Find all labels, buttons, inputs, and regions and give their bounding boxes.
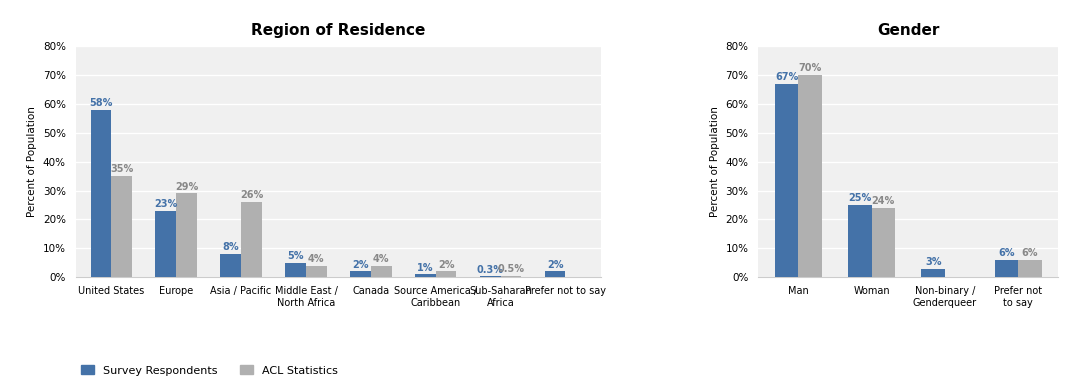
Bar — [1018, 260, 1041, 277]
Bar — [111, 176, 132, 277]
Text: 4%: 4% — [373, 254, 390, 264]
Bar — [544, 271, 566, 277]
Bar — [775, 84, 798, 277]
Bar — [306, 266, 327, 277]
Bar — [370, 266, 392, 277]
Text: 24%: 24% — [872, 196, 895, 206]
Text: 4%: 4% — [308, 254, 325, 264]
Bar — [501, 276, 522, 277]
Title: Region of Residence: Region of Residence — [252, 23, 426, 38]
Bar — [220, 254, 241, 277]
Bar — [241, 202, 261, 277]
Text: 2%: 2% — [352, 260, 368, 269]
Bar — [285, 263, 306, 277]
Text: 8%: 8% — [222, 243, 239, 253]
Bar — [848, 205, 872, 277]
Text: 23%: 23% — [154, 199, 177, 209]
Bar — [91, 110, 111, 277]
Text: 26%: 26% — [240, 191, 264, 200]
Text: 6%: 6% — [1022, 248, 1038, 258]
Bar — [798, 75, 822, 277]
Bar — [872, 208, 895, 277]
Text: 25%: 25% — [848, 193, 872, 203]
Text: 35%: 35% — [110, 164, 133, 174]
Text: 2%: 2% — [546, 260, 564, 269]
Text: 67%: 67% — [775, 72, 798, 82]
Bar — [435, 271, 457, 277]
Bar — [350, 271, 370, 277]
Bar — [995, 260, 1018, 277]
Bar — [415, 274, 435, 277]
Text: 70%: 70% — [798, 64, 822, 73]
Text: 6%: 6% — [998, 248, 1014, 258]
Bar — [480, 276, 501, 277]
Text: 3%: 3% — [924, 257, 942, 267]
Y-axis label: Percent of Population: Percent of Population — [27, 106, 38, 217]
Text: 1%: 1% — [417, 263, 433, 273]
Text: 58%: 58% — [90, 98, 112, 108]
Text: 2%: 2% — [437, 260, 455, 269]
Bar — [176, 193, 197, 277]
Title: Gender: Gender — [877, 23, 940, 38]
Text: 0.5%: 0.5% — [498, 264, 525, 274]
Bar — [921, 269, 945, 277]
Y-axis label: Percent of Population: Percent of Population — [710, 106, 719, 217]
Text: 0.3%: 0.3% — [476, 264, 503, 275]
Text: 29%: 29% — [175, 182, 198, 192]
Text: 5%: 5% — [287, 251, 303, 261]
Bar — [156, 211, 176, 277]
Legend: Survey Respondents, ACL Statistics: Survey Respondents, ACL Statistics — [81, 365, 338, 376]
